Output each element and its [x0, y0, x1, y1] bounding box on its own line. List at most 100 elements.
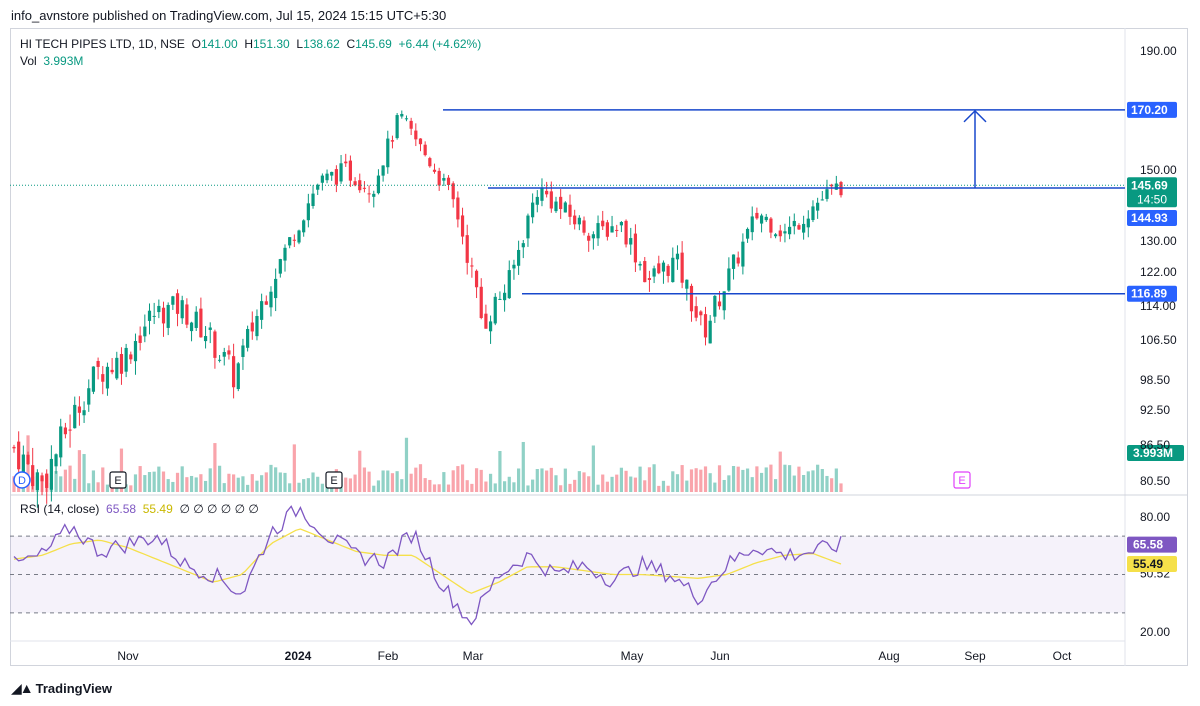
- candle-body: [404, 118, 409, 120]
- volume-bar: [502, 481, 507, 492]
- rsi-title[interactable]: RSI (14, close): [20, 502, 100, 516]
- candle-body: [35, 472, 39, 491]
- rsi-legend-ma: 55.49: [142, 502, 173, 516]
- volume-bar: [722, 479, 726, 492]
- volume-label: Vol: [20, 54, 37, 68]
- candle-body: [629, 238, 633, 245]
- candle-body: [437, 170, 441, 186]
- candle-body: [474, 270, 479, 288]
- high-label: H: [244, 37, 253, 51]
- candle-body: [820, 199, 824, 201]
- candle-body: [498, 298, 502, 300]
- volume-bar: [685, 480, 689, 492]
- candle-body: [330, 171, 334, 176]
- volume-bar: [418, 464, 423, 492]
- tradingview-footer[interactable]: ◢▲ TradingView: [11, 680, 112, 697]
- candle-body: [619, 221, 624, 226]
- volume-bar: [582, 472, 586, 492]
- chart-frame: [10, 28, 1188, 666]
- candle-body: [189, 322, 194, 332]
- low-value: 138.62: [303, 37, 340, 51]
- volume-bar: [521, 441, 525, 492]
- volume-bar: [596, 484, 600, 492]
- volume-bar: [825, 475, 829, 492]
- candle-body: [708, 320, 712, 344]
- time-label-Oct: Oct: [1053, 649, 1072, 663]
- volume-bar: [222, 483, 226, 492]
- volume-bar: [344, 477, 348, 492]
- volume-bar: [750, 477, 754, 492]
- candle-body: [45, 473, 49, 488]
- candle-body: [685, 279, 689, 289]
- level-label-170.20: 170.20: [1131, 103, 1168, 117]
- candle-body: [554, 201, 558, 212]
- price-axis[interactable]: 190.00 150.00 130.00 122.00 114.00 106.50 98.5…: [1140, 44, 1177, 488]
- rsi-tick-label: 20.00: [1140, 625, 1170, 639]
- volume-bar: [133, 474, 138, 492]
- level-badge: [1127, 285, 1177, 302]
- earnings-marker-label: E: [330, 475, 337, 487]
- rsi-ma-badge: [1127, 555, 1177, 572]
- volume-bar: [264, 472, 268, 492]
- candle-body: [292, 239, 296, 241]
- candle-body: [231, 356, 236, 388]
- candle-body: [325, 173, 329, 181]
- volume-bar: [577, 471, 581, 492]
- candle-body: [834, 183, 838, 190]
- volume-bar: [633, 477, 638, 492]
- volume-bar: [759, 472, 764, 492]
- volume-bar: [138, 466, 142, 492]
- volume-bar: [77, 450, 82, 492]
- volume-badge: [1127, 445, 1184, 461]
- volume-bar: [713, 482, 717, 492]
- volume-bar: [59, 476, 63, 492]
- level-badge: [1127, 101, 1177, 118]
- volume-bar: [694, 468, 698, 492]
- candle-body: [745, 228, 750, 239]
- volume-bar: [769, 464, 773, 492]
- volume-bar: [367, 471, 371, 492]
- volume-bar: [531, 479, 535, 492]
- volume-bar: [573, 479, 577, 492]
- volume-bar: [783, 464, 787, 492]
- symbol-name[interactable]: HI TECH PIPES LTD, 1D, NSE: [20, 37, 185, 51]
- open-label: O: [191, 37, 201, 51]
- candle-body: [470, 265, 474, 267]
- volume-bar: [316, 476, 320, 492]
- volume-bar: [549, 467, 553, 492]
- publisher-text: info_avnstore published on TradingView.c…: [11, 8, 447, 23]
- candle-body: [680, 252, 684, 283]
- candle-body: [624, 220, 628, 245]
- time-axis[interactable]: Nov 2024 Feb Mar May Jun Aug Sep Oct: [117, 649, 1072, 663]
- volume-bar: [507, 476, 511, 492]
- volume-bar: [526, 485, 530, 492]
- candle-body: [161, 307, 166, 324]
- rsi-tick-label: 80.00: [1140, 510, 1170, 524]
- volume-bar: [493, 483, 497, 492]
- volume-bar: [246, 484, 250, 492]
- volume-bar: [166, 479, 170, 492]
- candle-body: [138, 335, 142, 343]
- candle-body: [750, 216, 754, 233]
- candle-body: [236, 363, 240, 389]
- countdown-label: 14:50: [1137, 192, 1167, 206]
- candle-body: [133, 341, 138, 362]
- candle-body: [418, 138, 423, 145]
- candle-body: [647, 278, 652, 280]
- time-label-Jun: Jun: [710, 649, 729, 663]
- earnings-marker: [109, 471, 127, 489]
- volume-bar: [400, 479, 404, 492]
- volume-bar: [306, 478, 310, 492]
- candle-body: [783, 231, 787, 234]
- volume-bar: [157, 466, 161, 492]
- volume-bar: [470, 483, 474, 492]
- candle-body: [727, 268, 731, 291]
- candle-body: [484, 313, 488, 329]
- candle-body: [769, 218, 773, 233]
- volume-bar: [816, 464, 820, 492]
- candle-body: [73, 404, 77, 429]
- volume-bar: [194, 477, 198, 492]
